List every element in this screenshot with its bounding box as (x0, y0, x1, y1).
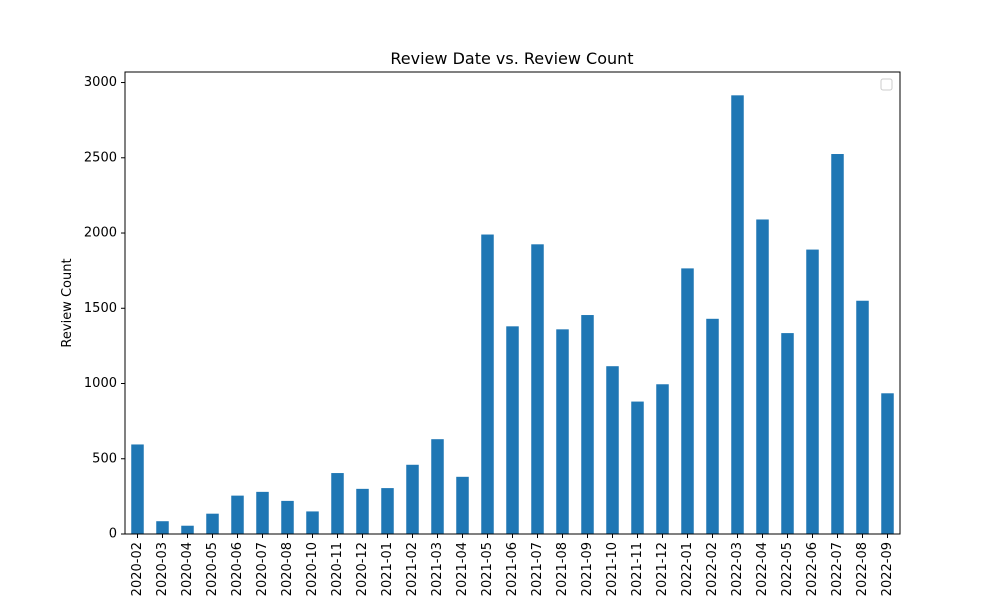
bar-2022-01 (681, 268, 694, 534)
legend-box (880, 78, 893, 91)
x-tick-label: 2021-01 (380, 542, 395, 596)
bar-2021-10 (606, 366, 619, 534)
bar-2020-02 (131, 444, 144, 534)
x-tick-label: 2022-07 (830, 542, 845, 596)
y-tick-label: 1500 (84, 301, 117, 316)
y-tick-label: 3000 (84, 75, 117, 90)
x-tick-label: 2021-02 (405, 542, 420, 596)
bar-2021-05 (481, 234, 494, 534)
x-tick-label: 2021-06 (505, 542, 520, 596)
x-axis: 2020-02 2020-03 2020-04 2020-05 2020-06 2020-… (130, 534, 895, 596)
x-tick-label: 2022-09 (880, 542, 895, 596)
bar-2021-09 (581, 315, 594, 534)
chart-title: Review Date vs. Review Count (390, 49, 633, 68)
bar-2022-08 (856, 300, 869, 534)
bar-2022-07 (831, 154, 844, 534)
y-tick-label: 0 (109, 527, 117, 542)
x-tick-label: 2020-10 (305, 542, 320, 596)
bar-2021-02 (406, 464, 419, 534)
x-tick-label: 2022-08 (855, 542, 870, 596)
bar-2020-11 (331, 473, 344, 534)
bar-2021-06 (506, 326, 519, 534)
bar-2020-05 (206, 513, 219, 534)
y-tick-label: 2500 (84, 150, 117, 165)
bar-2020-04 (181, 525, 194, 534)
bar-2022-03 (731, 95, 744, 534)
x-tick-label: 2022-06 (805, 542, 820, 596)
x-tick-label: 2020-04 (180, 542, 195, 596)
y-tick-label: 1000 (84, 376, 117, 391)
x-tick-label: 2021-08 (555, 542, 570, 596)
bar-2021-01 (381, 488, 394, 534)
bar-2021-07 (531, 244, 544, 534)
bar-2021-04 (456, 476, 469, 534)
bar-2020-07 (256, 491, 269, 534)
x-tick-label: 2021-07 (530, 542, 545, 596)
x-tick-label: 2021-11 (630, 542, 645, 596)
bar-2022-02 (706, 318, 719, 534)
bar-2021-03 (431, 439, 444, 534)
x-tick-label: 2020-07 (255, 542, 270, 596)
bar-2020-12 (356, 488, 369, 534)
y-axis-title: Review Count (60, 258, 75, 347)
x-tick-label: 2020-11 (330, 542, 345, 596)
x-tick-label: 2022-03 (730, 542, 745, 596)
bar-2022-09 (881, 393, 894, 534)
bar-2022-06 (806, 249, 819, 535)
bar-2020-08 (281, 500, 294, 534)
x-tick-label: 2022-01 (680, 542, 695, 596)
x-tick-label: 2021-04 (455, 542, 470, 596)
x-tick-label: 2022-04 (755, 542, 770, 596)
y-tick-label: 500 (92, 451, 117, 466)
x-tick-label: 2020-12 (355, 542, 370, 596)
bar-2021-08 (556, 329, 569, 534)
x-tick-label: 2021-10 (605, 542, 620, 596)
plot-frame (124, 71, 901, 535)
x-tick-label: 2021-09 (580, 542, 595, 596)
bar-2020-03 (156, 521, 169, 534)
x-tick-label: 2020-02 (130, 542, 145, 596)
bar-2022-05 (781, 333, 794, 534)
x-tick-label: 2022-02 (705, 542, 720, 596)
bar-2020-06 (231, 495, 244, 534)
y-axis: 0 500 1000 1500 2000 2500 3000 (84, 75, 125, 542)
x-tick-label: 2022-05 (780, 542, 795, 596)
x-tick-label: 2021-03 (430, 542, 445, 596)
x-tick-label: 2021-12 (655, 542, 670, 596)
x-tick-label: 2020-06 (230, 542, 245, 596)
bars-group (131, 95, 894, 535)
x-tick-label: 2020-05 (205, 542, 220, 596)
bar-2022-04 (756, 219, 769, 534)
bar-2020-10 (306, 511, 319, 534)
y-tick-label: 2000 (84, 226, 117, 241)
x-tick-label: 2020-03 (155, 542, 170, 596)
x-tick-label: 2020-08 (280, 542, 295, 596)
bar-2021-12 (656, 384, 669, 534)
x-tick-label: 2021-05 (480, 542, 495, 596)
bar-2021-11 (631, 401, 644, 534)
